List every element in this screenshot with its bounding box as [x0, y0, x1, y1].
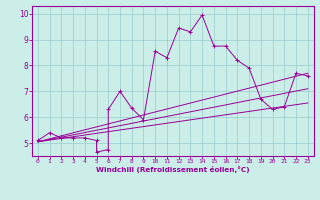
X-axis label: Windchill (Refroidissement éolien,°C): Windchill (Refroidissement éolien,°C) — [96, 166, 250, 173]
